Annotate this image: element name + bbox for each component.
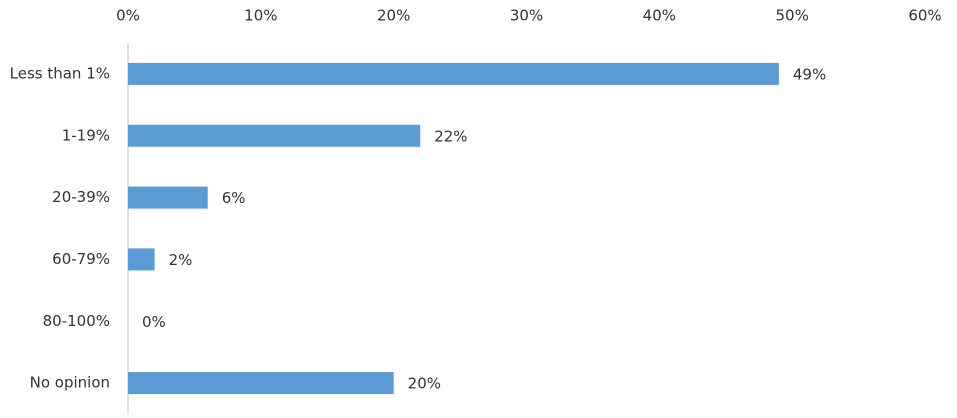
bar (128, 186, 208, 209)
x-tick-label: 50% (775, 7, 808, 25)
bar (128, 372, 394, 395)
y-tick-label: 20-39% (52, 188, 110, 206)
y-tick-label: 80-100% (43, 312, 110, 330)
value-label: 20% (408, 375, 441, 393)
value-label: 49% (793, 65, 826, 83)
y-tick-label: Less than 1% (10, 64, 110, 82)
x-tick-label: 60% (908, 7, 941, 25)
y-tick-label: 1-19% (62, 126, 110, 144)
bar (128, 124, 421, 147)
x-tick-label: 20% (377, 7, 410, 25)
value-label: 2% (169, 251, 193, 269)
y-tick-label: No opinion (30, 374, 110, 392)
x-tick-label: 0% (116, 7, 140, 25)
value-label: 6% (222, 189, 246, 207)
x-tick-label: 30% (510, 7, 543, 25)
x-tick-label: 10% (244, 7, 277, 25)
x-tick-label: 40% (643, 7, 676, 25)
value-label: 22% (434, 127, 467, 145)
y-tick-label: 60-79% (52, 250, 110, 268)
bar (128, 248, 155, 271)
value-label: 0% (142, 313, 166, 331)
bar (128, 62, 779, 85)
